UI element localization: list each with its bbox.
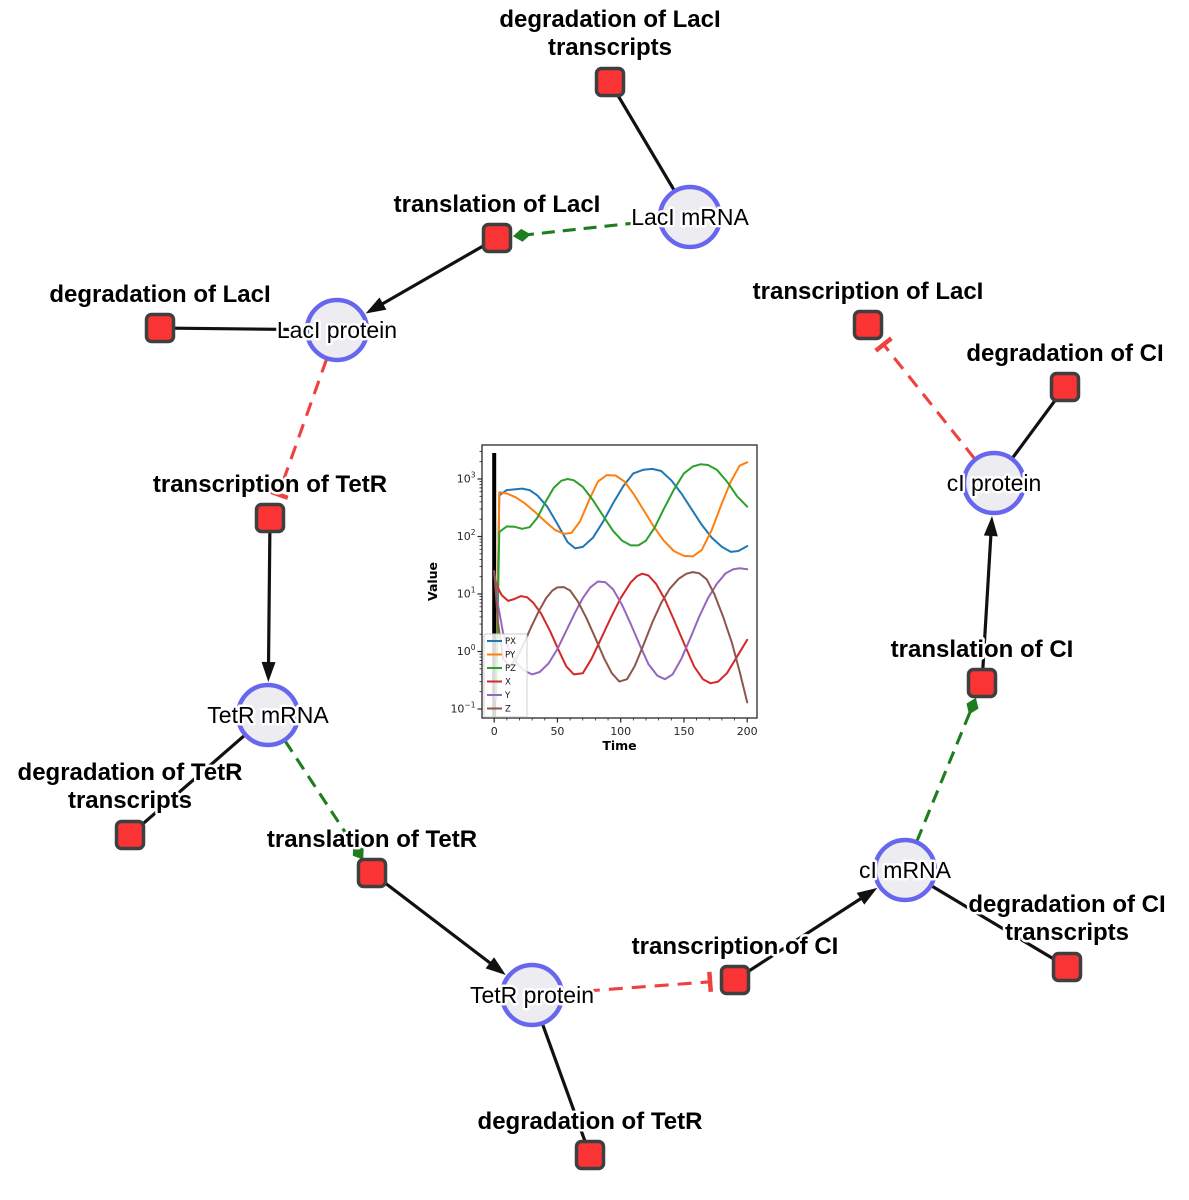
- edges-layer: [140, 94, 1058, 1142]
- edge-ci_mrna-transl_ci[interactable]: [915, 711, 972, 842]
- edge-laci_protein-transcr_tetr-tee: [268, 488, 289, 500]
- reaction-label-deg_ci: degradation of CI: [966, 340, 1163, 367]
- reaction-label-deg_tetr_tr: degradation of TetR: [18, 759, 243, 786]
- edge-laci_mrna-transl_laci[interactable]: [528, 218, 660, 237]
- edge-laci_protein-deg_laci[interactable]: [174, 326, 307, 332]
- edge-laci_mrna-transl_laci-diamond: [512, 228, 531, 242]
- edge-ci_protein-transcr_laci-tee: [874, 336, 893, 353]
- reaction-label-transcr_tetr: transcription of TetR: [153, 471, 387, 498]
- y-tick-label: 10−1: [450, 701, 475, 716]
- x-tick-label: 100: [610, 725, 631, 738]
- timeseries-chart: 0 50 100 150 200 10−1 100 101 102 103 Time Value PX P…: [425, 444, 758, 753]
- x-tick-label: 50: [550, 725, 564, 738]
- species-label-laci_protein: LacI protein: [277, 317, 397, 343]
- reaction-label-deg_ci_tr: degradation of CI: [968, 891, 1165, 918]
- edge-laci_protein-transcr_tetr[interactable]: [276, 358, 329, 495]
- species-node-tetr_mrna[interactable]: [235, 682, 301, 748]
- species-label-tetr_mrna: TetR mRNA: [207, 702, 329, 728]
- legend-label-X: X: [505, 678, 511, 688]
- reaction-label-transl_laci: translation of LacI: [394, 191, 601, 218]
- reaction-node-transcr_laci[interactable]: [852, 309, 884, 341]
- chart-line-X: [493, 572, 749, 685]
- legend-label-Z: Z: [505, 705, 511, 715]
- species-node-tetr_protein[interactable]: [499, 962, 565, 1028]
- edge-transcr_ci-ci_mrna[interactable]: [745, 895, 865, 974]
- edge-tetr_protein-transcr_ci[interactable]: [562, 980, 711, 995]
- reaction-label-deg_tetr: degradation of TetR: [478, 1108, 703, 1135]
- x-tick-label: 200: [737, 725, 758, 738]
- chart-axes-frame: [481, 444, 758, 719]
- edge-tetr_mrna-transl_tetr-diamond: [352, 844, 364, 860]
- edge-ci_mrna-deg_ci_tr[interactable]: [930, 884, 1055, 961]
- x-tick-label: 150: [673, 725, 694, 738]
- y-tick-label: 103: [457, 471, 476, 486]
- species-label-ci_protein: cI protein: [947, 470, 1042, 496]
- edge-tetr_protein-deg_tetr[interactable]: [541, 1023, 587, 1142]
- reaction-label-deg_laci_tr: degradation of LacI: [499, 6, 720, 33]
- legend-label-PZ: PZ: [505, 664, 516, 674]
- edge-transcr_ci-ci_mrna-arrowhead: [856, 887, 878, 905]
- edge-transcr_tetr-tetr_mrna-arrowhead: [261, 661, 276, 683]
- y-tick-label: 101: [457, 586, 476, 601]
- edge-transl_laci-laci_protein-arrowhead: [365, 297, 387, 314]
- edge-transl_laci-laci_protein[interactable]: [378, 243, 486, 307]
- reaction-node-deg_ci_tr[interactable]: [1051, 951, 1083, 983]
- edge-transl_ci-ci_protein-arrowhead: [983, 515, 998, 537]
- reaction-node-deg_tetr_tr[interactable]: [114, 819, 146, 851]
- species-label-tetr_protein: TetR protein: [470, 982, 594, 1008]
- chart-line-PX: [495, 467, 749, 700]
- edge-transcr_tetr-tetr_mrna[interactable]: [266, 531, 272, 667]
- reaction-label-transl_ci: translation of CI: [891, 636, 1074, 663]
- legend-label-PX: PX: [505, 637, 516, 647]
- reaction-node-transcr_ci[interactable]: [719, 964, 751, 996]
- nodes-layer: [114, 66, 1083, 1171]
- reaction-node-transl_laci[interactable]: [481, 222, 513, 254]
- edge-transl_tetr-tetr_protein[interactable]: [382, 880, 495, 967]
- reaction-label-deg_tetr_tr: transcripts: [68, 787, 192, 814]
- reaction-label-deg_laci_tr: transcripts: [548, 34, 672, 61]
- y-tick-label: 100: [457, 643, 476, 658]
- species-node-ci_mrna[interactable]: [872, 837, 938, 903]
- reaction-node-deg_laci[interactable]: [144, 312, 176, 344]
- reaction-label-deg_laci: degradation of LacI: [49, 281, 270, 308]
- species-node-ci_protein[interactable]: [961, 450, 1027, 516]
- reaction-label-transcr_laci: transcription of LacI: [753, 278, 984, 305]
- x-tick-label: 0: [491, 725, 498, 738]
- edge-transl_tetr-tetr_protein-arrowhead: [485, 957, 506, 975]
- edge-tetr_mrna-transl_tetr[interactable]: [283, 740, 356, 848]
- edge-ci_mrna-transl_ci-diamond: [966, 697, 979, 715]
- edge-ci_protein-transcr_laci[interactable]: [882, 343, 976, 460]
- reaction-node-deg_laci_tr[interactable]: [594, 66, 626, 98]
- edge-tetr_protein-transcr_ci-tee: [707, 971, 714, 992]
- labels-layer: LacI mRNA LacI protein TetR mRNA TetR prote…: [15, 4, 1168, 1138]
- y-tick-label: 102: [457, 528, 476, 543]
- reaction-node-deg_ci[interactable]: [1049, 371, 1081, 403]
- legend-label-Y: Y: [504, 691, 511, 701]
- species-node-laci_protein[interactable]: [304, 297, 370, 363]
- chart-line-PY: [495, 461, 749, 700]
- species-label-laci_mrna: LacI mRNA: [631, 204, 749, 230]
- chart-ylabel: Value: [425, 562, 440, 601]
- reaction-node-transl_ci[interactable]: [966, 667, 998, 699]
- species-label-ci_mrna: cI mRNA: [859, 857, 952, 883]
- edge-tetr_mrna-deg_tetr_tr[interactable]: [140, 734, 246, 827]
- legend-label-PY: PY: [505, 651, 516, 661]
- edge-transl_ci-ci_protein[interactable]: [981, 531, 993, 670]
- reaction-label-deg_ci_tr: transcripts: [1005, 919, 1129, 946]
- reaction-label-transl_tetr: translation of TetR: [267, 826, 477, 853]
- reaction-label-transcr_ci: transcription of CI: [632, 933, 839, 960]
- reaction-node-transl_tetr[interactable]: [356, 857, 388, 889]
- chart-line-Z: [493, 570, 749, 704]
- reaction-node-deg_tetr[interactable]: [574, 1139, 606, 1171]
- chart-xlabel: Time: [602, 738, 636, 753]
- species-node-laci_mrna[interactable]: [657, 184, 723, 250]
- edge-ci_protein-deg_ci[interactable]: [1011, 398, 1058, 460]
- chart-line-PZ: [495, 463, 749, 700]
- reaction-node-transcr_tetr[interactable]: [254, 502, 286, 534]
- edge-laci_mrna-deg_laci_tr[interactable]: [616, 94, 676, 192]
